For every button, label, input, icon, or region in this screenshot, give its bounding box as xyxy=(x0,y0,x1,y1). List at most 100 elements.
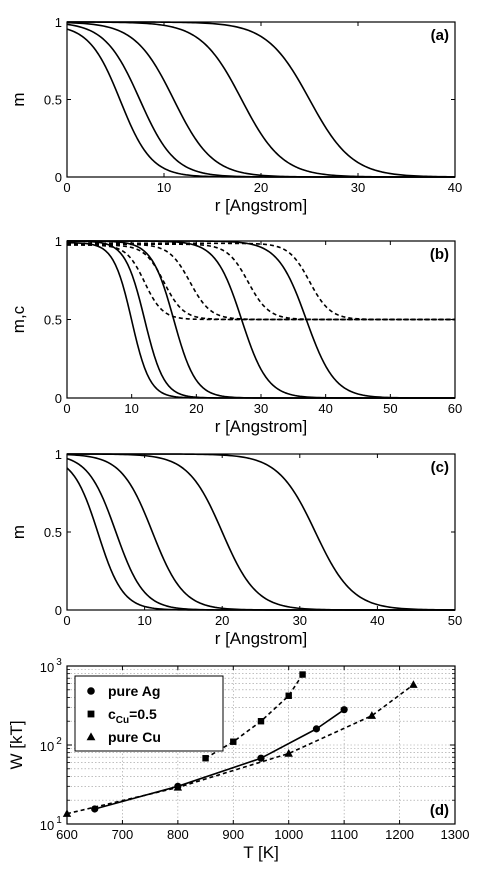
data-point-circle xyxy=(257,754,265,762)
data-point-circle xyxy=(312,725,321,733)
series-group xyxy=(66,453,456,611)
legend: pure Ag cCu=0.5 pure Cu xyxy=(74,675,224,752)
series-line xyxy=(66,21,455,178)
x-tick-label: 1200 xyxy=(385,827,414,842)
x-tick-label: 1000 xyxy=(274,827,303,842)
y-tick-label-exponent: 3 xyxy=(56,657,62,668)
x-axis-label: r [Angstrom] xyxy=(215,417,308,436)
x-tick-label: 30 xyxy=(351,180,365,195)
legend-label-text: pure Ag xyxy=(108,683,160,699)
panel-label: (a) xyxy=(431,27,449,44)
data-point-square xyxy=(285,692,292,699)
legend-box xyxy=(74,675,224,752)
y-axis-label: W [kT] xyxy=(7,720,26,769)
y-tick-label-exponent: 1 xyxy=(56,815,62,826)
data-point-square xyxy=(202,755,209,762)
series-group xyxy=(62,671,418,817)
data-point-triangle xyxy=(409,680,418,688)
series-line xyxy=(67,244,455,321)
data-point-square xyxy=(230,738,237,745)
x-tick-label: 40 xyxy=(448,180,462,195)
x-tick-label: 0 xyxy=(63,613,70,628)
series-line xyxy=(67,21,456,178)
y-tick-label: 1 xyxy=(55,447,62,462)
series-line xyxy=(67,244,455,321)
x-tick-label: 0 xyxy=(63,401,70,416)
data-point-triangle xyxy=(367,711,377,719)
y-tick-label: 0 xyxy=(55,603,62,618)
series-line xyxy=(66,241,455,399)
plot-frame xyxy=(66,21,456,178)
legend-marker-triangle xyxy=(86,732,96,741)
x-tick-label: 10 xyxy=(124,401,138,416)
series-line xyxy=(67,453,456,611)
series-line xyxy=(66,467,455,611)
x-tick-label: 700 xyxy=(112,827,134,842)
y-tick-label: 0.5 xyxy=(44,313,62,328)
legend-label-text: c xyxy=(108,706,116,722)
x-tick-label: 1100 xyxy=(330,827,358,842)
x-axis-label: r [Angstrom] xyxy=(215,629,308,648)
x-tick-label: 50 xyxy=(448,613,462,628)
legend-label-text: pure Cu xyxy=(108,729,161,745)
y-axis-label: m xyxy=(9,525,28,539)
y-tick-label-base: 10 xyxy=(40,739,54,754)
legend-label-subscript: Cu xyxy=(116,715,129,726)
series-line xyxy=(67,243,455,321)
x-tick-label: 40 xyxy=(370,613,384,628)
x-tick-label: 800 xyxy=(167,827,189,842)
y-tick-label: 0.5 xyxy=(44,93,62,108)
y-tick-label: 1 xyxy=(55,15,62,30)
legend-label-suffix: =0.5 xyxy=(129,706,157,722)
legend-marker-circle xyxy=(87,687,95,695)
x-tick-label: 20 xyxy=(189,401,203,416)
series-line xyxy=(66,23,455,178)
y-tick-label: 0 xyxy=(55,391,62,406)
panel-label: (c) xyxy=(431,459,449,476)
x-axis-label: T [K] xyxy=(243,843,279,862)
series-line xyxy=(67,243,455,321)
x-tick-label: 30 xyxy=(293,613,307,628)
x-tick-label: 20 xyxy=(215,613,229,628)
y-tick-label-base: 10 xyxy=(40,660,54,675)
legend-label: pure Ag xyxy=(108,683,160,699)
x-tick-label: 900 xyxy=(222,827,244,842)
series-group xyxy=(66,240,456,399)
y-axis-label: m xyxy=(9,92,28,106)
x-tick-label: 50 xyxy=(383,401,397,416)
series-line xyxy=(66,457,455,611)
series-line xyxy=(67,240,456,399)
y-tick-label: 0.5 xyxy=(44,525,62,540)
y-tick-label: 0 xyxy=(55,170,62,185)
data-point-triangle xyxy=(284,749,293,757)
panel-c: 0 10 20 30 40 50 0 0.5 1 r [Angstrom] m (c) xyxy=(9,447,462,648)
x-tick-label: 0 xyxy=(63,180,70,195)
panel-label: (b) xyxy=(430,246,449,263)
x-tick-label: 20 xyxy=(254,180,268,195)
x-tick-label: 1300 xyxy=(441,827,470,842)
x-tick-label: 40 xyxy=(318,401,332,416)
series-line xyxy=(67,242,455,321)
x-tick-label: 10 xyxy=(157,180,171,195)
x-axis-label: r [Angstrom] xyxy=(215,196,308,215)
data-point-circle xyxy=(340,706,348,714)
y-tick-label-exponent: 2 xyxy=(56,736,62,747)
x-tick-label: 10 xyxy=(137,613,151,628)
data-point-triangle xyxy=(62,809,72,817)
panel-label: (d) xyxy=(430,802,449,819)
legend-marker-square xyxy=(87,710,95,718)
x-tick-label: 600 xyxy=(56,827,78,842)
y-axis-label: m,c xyxy=(9,305,28,333)
x-tick-label: 30 xyxy=(254,401,268,416)
series-line xyxy=(66,453,455,611)
data-point-square xyxy=(257,718,265,725)
y-tick-label: 1 xyxy=(55,234,62,249)
x-tick-label: 60 xyxy=(448,401,462,416)
legend-label: cCu=0.5 xyxy=(108,706,157,726)
data-point-square xyxy=(299,671,306,678)
series-line xyxy=(67,21,455,178)
series-group xyxy=(66,21,456,178)
series-line xyxy=(66,28,455,178)
